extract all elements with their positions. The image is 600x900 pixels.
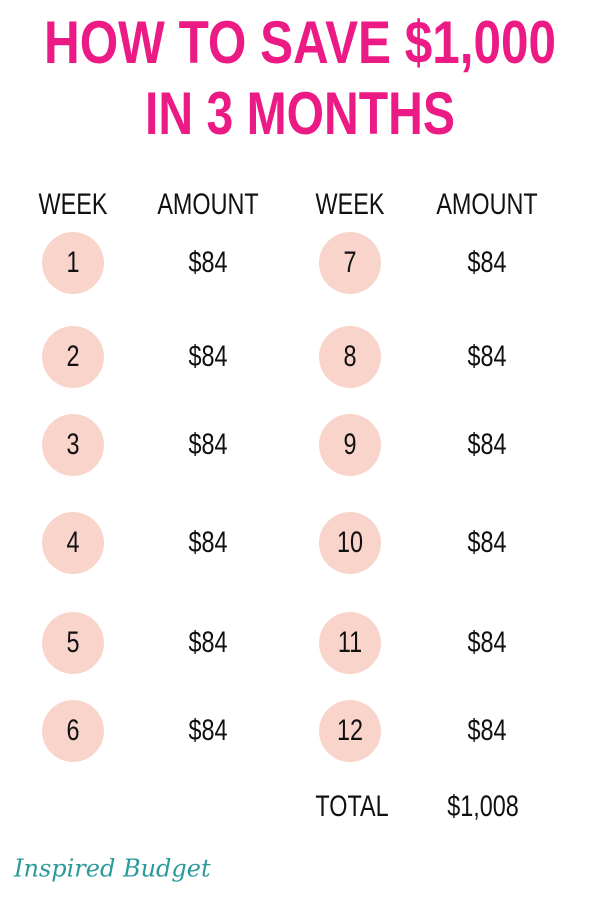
week-badge [42, 414, 104, 476]
week-number: 9 [343, 427, 356, 460]
week-number: 10 [337, 525, 363, 558]
week-number-group: 4 [66, 525, 79, 558]
column-header-group: AMOUNT [157, 187, 258, 220]
column-header: AMOUNT [157, 187, 258, 220]
amount-group: $84 [188, 625, 227, 658]
week-badge [42, 700, 104, 762]
amount: $84 [188, 625, 227, 658]
amount: $84 [467, 339, 506, 372]
week-number: 3 [66, 427, 79, 460]
column-header: AMOUNT [436, 187, 537, 220]
amount: $84 [188, 245, 227, 278]
total-value-group: $1,008 [447, 789, 519, 822]
week-number-group: 5 [66, 625, 79, 658]
amount: $84 [467, 625, 506, 658]
amount-group: $84 [467, 427, 506, 460]
week-badge [319, 326, 381, 388]
week-badge [319, 512, 381, 574]
amount-group: $84 [467, 525, 506, 558]
week-number: 6 [66, 713, 79, 746]
week-number: 5 [66, 625, 79, 658]
column-header-group: AMOUNT [436, 187, 537, 220]
title: IN 3 MONTHS [145, 80, 455, 147]
amount-group: $84 [467, 245, 506, 278]
amount-group: $84 [188, 713, 227, 746]
week-badge [319, 700, 381, 762]
amount: $84 [188, 525, 227, 558]
week-number-group: 10 [337, 525, 363, 558]
total-label-group: TOTAL [315, 789, 388, 822]
week-badge [319, 232, 381, 294]
week-number-group: 6 [66, 713, 79, 746]
amount-group: $84 [467, 339, 506, 372]
week-number: 1 [66, 245, 79, 278]
week-number: 4 [66, 525, 79, 558]
week-badge [319, 414, 381, 476]
week-number: 2 [66, 339, 79, 372]
amount: $84 [467, 245, 506, 278]
column-header-group: WEEK [39, 187, 108, 220]
amount-group: $84 [467, 713, 506, 746]
total-label: TOTAL [315, 789, 388, 822]
column-header-group: WEEK [316, 187, 385, 220]
week-number: 7 [343, 245, 356, 278]
week-number: 11 [338, 625, 362, 658]
amount-group: $84 [188, 427, 227, 460]
week-badge [42, 326, 104, 388]
week-badge [42, 232, 104, 294]
week-number-group: 1 [66, 245, 79, 278]
week-number-group: 11 [338, 625, 362, 658]
amount: $84 [188, 713, 227, 746]
week-badge [42, 612, 104, 674]
week-number: 8 [343, 339, 356, 372]
week-number-group: 2 [66, 339, 79, 372]
week-number-group: 3 [66, 427, 79, 460]
week-badge [42, 512, 104, 574]
amount: $84 [188, 339, 227, 372]
week-badge [319, 612, 381, 674]
column-header: WEEK [39, 187, 108, 220]
week-number-group: 9 [343, 427, 356, 460]
amount: $84 [467, 525, 506, 558]
amount: $84 [467, 713, 506, 746]
amount: $84 [467, 427, 506, 460]
amount-group: $84 [188, 339, 227, 372]
amount-group: $84 [188, 245, 227, 278]
week-number-group: 7 [343, 245, 356, 278]
week-number-group: 8 [343, 339, 356, 372]
week-number: 12 [337, 713, 363, 746]
column-header: WEEK [316, 187, 385, 220]
brand: Inspired Budget [13, 855, 211, 883]
amount-group: $84 [188, 525, 227, 558]
amount-group: $84 [467, 625, 506, 658]
amount: $84 [188, 427, 227, 460]
week-number-group: 12 [337, 713, 363, 746]
total-value: $1,008 [447, 789, 519, 822]
title: HOW TO SAVE $1,000 [44, 9, 556, 76]
